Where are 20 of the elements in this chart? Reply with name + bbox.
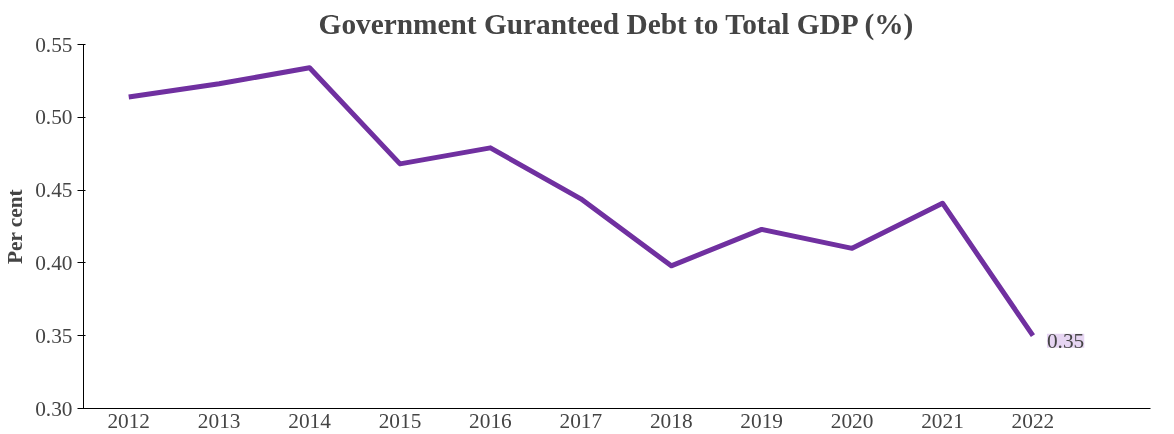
y-tick-label: 0.30	[35, 396, 73, 421]
x-tick-label: 2014	[288, 408, 332, 433]
y-tick-label: 0.35	[35, 323, 73, 348]
y-tick-label: 0.50	[35, 105, 73, 130]
x-tick-label: 2016	[469, 408, 513, 433]
x-tick-label: 2013	[197, 408, 241, 433]
data-label: 0.35	[1046, 328, 1085, 353]
y-tick-label: 0.40	[35, 250, 73, 275]
x-tick-label: 2017	[559, 408, 603, 433]
y-tick-label: 0.45	[35, 178, 73, 203]
x-tick-label: 2020	[830, 408, 874, 433]
x-tick-label: 2018	[649, 408, 693, 433]
x-tick-label: 2019	[740, 408, 784, 433]
chart-title: Government Guranteed Debt to Total GDP (%)	[318, 7, 914, 41]
x-tick-label: 2012	[107, 408, 151, 433]
y-tick-label: 0.55	[35, 32, 73, 57]
y-axis-title: Per cent	[3, 188, 28, 265]
x-tick-label: 2021	[921, 408, 964, 433]
x-tick-label: 2015	[378, 408, 422, 433]
x-tick-label: 2022	[1011, 408, 1055, 433]
